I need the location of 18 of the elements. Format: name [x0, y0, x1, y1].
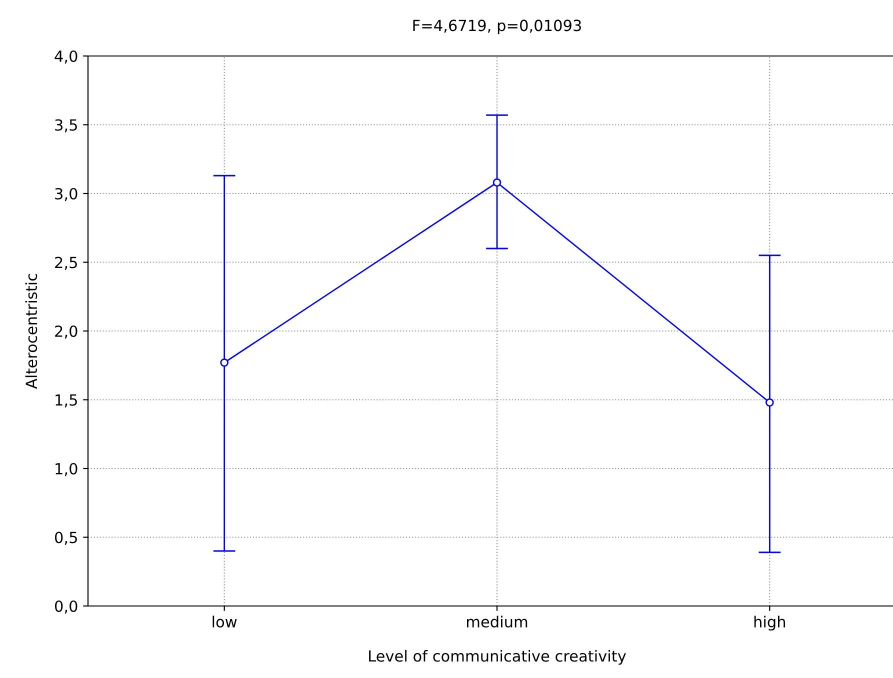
x-tick-label: medium	[466, 616, 528, 628]
point	[492, 178, 502, 187]
y-tick-label: 0,0	[54, 600, 78, 614]
y-tick-label: 2,5	[55, 256, 77, 270]
y-tick-label: 2,0	[55, 325, 78, 339]
y-tick-label: 1,5	[56, 394, 77, 408]
y-tick-label: 1,0	[56, 462, 78, 476]
y-tick-label: 3,5	[55, 119, 77, 132]
point	[220, 358, 228, 367]
y-tick-label: 0,5	[54, 532, 77, 545]
point	[766, 398, 774, 407]
y-axis-title: Alterocentristic	[25, 274, 38, 389]
x-axis-title: Level of communicative creativity	[369, 650, 626, 665]
y-tick-label: 3,0	[55, 188, 78, 202]
y-tick-label: 4,0	[54, 50, 78, 64]
x-tick-label: low	[212, 616, 237, 628]
x-tick-label: high	[754, 616, 786, 631]
chart-title: F=4,6719, p=0,01093	[413, 20, 581, 34]
